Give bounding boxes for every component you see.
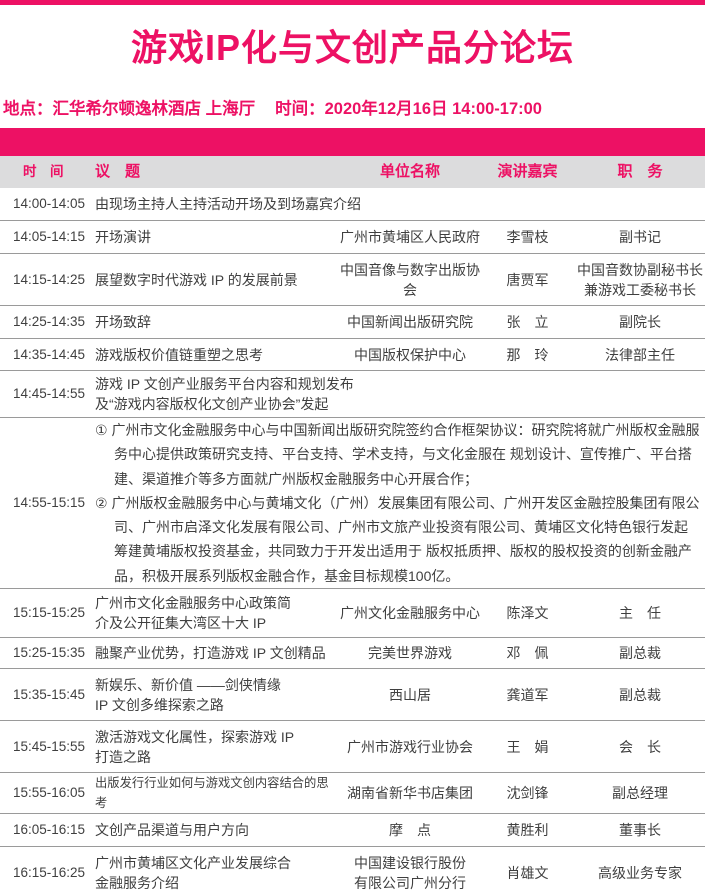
cell-org: 中国音像与数字出版协会 <box>340 261 480 298</box>
agenda-table: 14:00-14:05 由现场主持人主持活动开场及到场嘉宾介绍 14:05-14… <box>0 188 705 890</box>
table-row: 15:25-15:35 融聚产业优势，打造游戏 IP 文创精品 完美世界游戏 邓… <box>0 638 705 669</box>
cell-speaker: 李雪枝 <box>506 229 549 245</box>
top-accent-bar <box>0 0 705 5</box>
cell-org: 摩 点 <box>389 822 431 838</box>
cell-position: 法律部主任 <box>605 346 675 363</box>
cell-position: 副总裁 <box>619 645 661 661</box>
table-row: 16:05-16:15 文创产品渠道与用户方向 摩 点 黄胜利 董事长 <box>0 814 705 847</box>
cell-time: 15:35-15:45 <box>13 686 86 702</box>
cell-time: 15:55-16:05 <box>13 785 86 800</box>
cell-time: 14:25-14:35 <box>13 314 86 329</box>
cell-org: 广州市游戏行业协会 <box>347 738 473 755</box>
cell-org: 中国版权保护中心 <box>354 346 466 363</box>
cell-time: 14:45-14:55 <box>13 386 86 401</box>
cell-speaker: 那 玲 <box>506 346 549 363</box>
cell-time: 15:15-15:25 <box>13 605 86 620</box>
cell-position: 副总经理 <box>612 785 668 801</box>
table-row: 15:15-15:25 广州市文化金融服务中心政策简 介及公开征集大湾区十大 I… <box>0 589 705 638</box>
table-row: 14:35-14:45 游戏版权价值链重塑之思考 中国版权保护中心 那 玲 法律… <box>0 339 705 371</box>
cell-position: 中国音数协副秘书长 兼游戏工委秘书长 <box>577 261 703 298</box>
cell-position: 副院长 <box>619 314 661 330</box>
time-label: 时间： <box>275 99 325 118</box>
accent-band <box>0 128 705 156</box>
cell-position: 高级业务专家 <box>598 865 682 881</box>
cell-position: 董事长 <box>619 822 661 838</box>
header-speaker: 演讲嘉宾 <box>497 163 558 180</box>
cell-topic: 广州市黄埔区文化产业发展综合 金融服务介绍 <box>95 855 291 890</box>
page-title: 游戏IP化与文创产品分论坛 <box>130 27 574 68</box>
cell-topic: 开场致辞 <box>95 314 151 330</box>
cell-agreement-details: ① 广州市文化金融服务中心与中国新闻出版研究院签约合作框架协议：研究院将就广州版… <box>95 418 705 587</box>
agenda-item-2: ② 广州版权金融服务中心与黄埔文化（广州）发展集团有限公司、广州开发区金融控股集… <box>95 494 700 584</box>
cell-topic: 由现场主持人主持活动开场及到场嘉宾介绍 <box>95 196 361 212</box>
table-row: 14:15-14:25 展望数字时代游戏 IP 的发展前景 中国音像与数字出版协… <box>0 254 705 306</box>
cell-speaker: 唐贾军 <box>506 271 549 288</box>
table-row: 14:45-14:55 游戏 IP 文创产业服务平台内容和规划发布 及“游戏内容… <box>0 371 705 418</box>
cell-time: 15:45-15:55 <box>13 738 86 754</box>
cell-time: 14:55-15:15 <box>13 495 86 510</box>
cell-time: 14:15-14:25 <box>13 271 86 287</box>
cell-org: 完美世界游戏 <box>368 645 452 661</box>
cell-speaker: 王 娟 <box>506 738 549 755</box>
cell-topic: 开场演讲 <box>95 229 151 245</box>
cell-speaker: 邓 佩 <box>506 645 549 661</box>
header-topic: 议 题 <box>95 163 141 180</box>
cell-speaker: 黄胜利 <box>506 822 549 838</box>
cell-speaker: 陈泽文 <box>506 605 549 621</box>
cell-time: 16:15-16:25 <box>13 865 86 880</box>
cell-topic: 广州市文化金融服务中心政策简 介及公开征集大湾区十大 IP <box>95 595 291 631</box>
table-row: 14:05-14:15 开场演讲 广州市黄埔区人民政府 李雪枝 副书记 <box>0 221 705 254</box>
location-label: 地点： <box>3 99 53 118</box>
header-org: 单位名称 <box>379 163 440 180</box>
cell-time: 14:00-14:05 <box>13 196 86 211</box>
agenda-item-1: ① 广州市文化金融服务中心与中国新闻出版研究院签约合作框架协议：研究院将就广州版… <box>95 422 700 487</box>
cell-org: 广州文化金融服务中心 <box>340 605 480 621</box>
cell-speaker: 沈剑锋 <box>506 785 549 801</box>
cell-org: 中国建设银行股份 有限公司广州分行 <box>354 855 466 890</box>
cell-position: 副书记 <box>619 229 661 245</box>
cell-speaker: 龚道军 <box>506 686 549 703</box>
header-position: 职 务 <box>617 163 663 180</box>
cell-time: 16:05-16:15 <box>13 822 86 837</box>
cell-speaker: 肖雄文 <box>506 865 549 881</box>
event-meta: 地点： 汇华希尔顿逸林酒店 上海厅 时间： 2020年12月16日 14:00-17… <box>0 85 705 128</box>
table-row: 15:55-16:05 出版发行行业如何与游戏文创内容结合的思考 湖南省新华书店… <box>0 773 705 814</box>
table-row: 14:55-15:15 ① 广州市文化金融服务中心与中国新闻出版研究院签约合作框… <box>0 418 705 589</box>
cell-topic: 融聚产业优势，打造游戏 IP 文创精品 <box>95 645 326 661</box>
table-row: 14:25-14:35 开场致辞 中国新闻出版研究院 张 立 副院长 <box>0 306 705 339</box>
cell-time: 14:05-14:15 <box>13 229 86 244</box>
table-row: 14:00-14:05 由现场主持人主持活动开场及到场嘉宾介绍 <box>0 188 705 221</box>
cell-topic: 游戏版权价值链重塑之思考 <box>95 346 263 363</box>
table-row: 16:15-16:25 广州市黄埔区文化产业发展综合 金融服务介绍 中国建设银行… <box>0 847 705 890</box>
time-value: 2020年12月16日 14:00-17:00 <box>324 99 542 118</box>
cell-speaker: 张 立 <box>506 314 549 330</box>
cell-topic: 新娱乐、新价值 ——剑侠情缘 IP 文创多维探索之路 <box>95 676 281 713</box>
cell-position: 副总裁 <box>619 686 661 703</box>
cell-time: 15:25-15:35 <box>13 645 86 660</box>
cell-topic: 游戏 IP 文创产业服务平台内容和规划发布 及“游戏内容版权化文创产业协会”发起 <box>95 376 354 412</box>
table-row: 15:45-15:55 激活游戏文化属性，探索游戏 IP 打造之路 广州市游戏行… <box>0 721 705 773</box>
location-value: 汇华希尔顿逸林酒店 上海厅 <box>52 99 256 118</box>
cell-topic: 出版发行行业如何与游戏文创内容结合的思考 <box>95 776 329 810</box>
header-time: 时 间 <box>23 164 64 179</box>
cell-org: 广州市黄埔区人民政府 <box>340 229 480 245</box>
cell-position: 主 任 <box>619 605 661 621</box>
table-header-row: 时 间 议 题 单位名称 演讲嘉宾 职 务 <box>0 156 705 188</box>
cell-org: 中国新闻出版研究院 <box>347 314 473 330</box>
cell-topic: 文创产品渠道与用户方向 <box>95 822 249 838</box>
cell-topic: 展望数字时代游戏 IP 的发展前景 <box>95 271 298 288</box>
cell-org: 湖南省新华书店集团 <box>347 785 473 801</box>
cell-time: 14:35-14:45 <box>13 346 86 362</box>
cell-org: 西山居 <box>389 686 431 703</box>
table-row: 15:35-15:45 新娱乐、新价值 ——剑侠情缘 IP 文创多维探索之路 西… <box>0 669 705 721</box>
cell-topic: 激活游戏文化属性，探索游戏 IP 打造之路 <box>95 728 295 765</box>
cell-position: 会 长 <box>619 738 661 755</box>
